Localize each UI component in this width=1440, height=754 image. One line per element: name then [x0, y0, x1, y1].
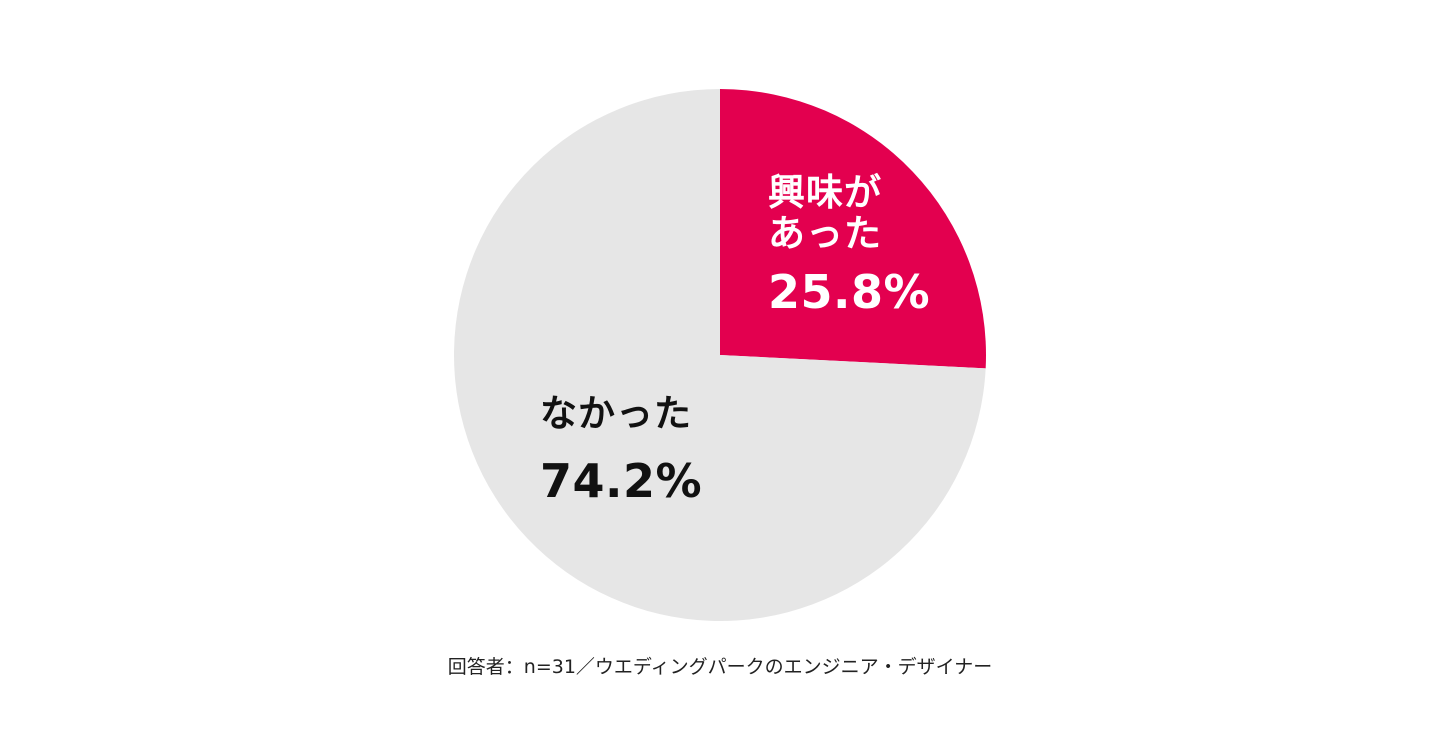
label-not-interested-line-1: なかった — [540, 392, 692, 435]
value-label-interested: 25.8% — [768, 264, 931, 319]
respondents-footnote: 回答者：n=31／ウエディングパークのエンジニア・デザイナー — [447, 656, 993, 678]
label-interested-line-2: あった — [768, 212, 882, 256]
label-interested-line-1: 興味が — [768, 171, 882, 214]
value-label-not-interested: 74.2% — [540, 454, 703, 509]
pie-slice-interested — [720, 89, 986, 369]
label-not-interested: なかった 74.2% — [540, 393, 702, 508]
pie-slice-not-interested — [454, 89, 986, 622]
label-interested: 興味が あった 25.8% — [768, 172, 930, 318]
